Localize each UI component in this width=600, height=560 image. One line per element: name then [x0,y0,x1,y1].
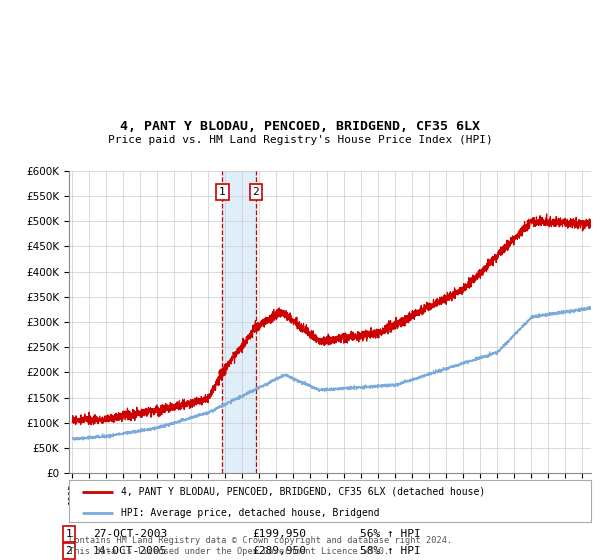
Text: 14-OCT-2005: 14-OCT-2005 [93,546,167,556]
Text: 56% ↑ HPI: 56% ↑ HPI [360,529,421,539]
Text: 2: 2 [65,546,73,556]
Text: Contains HM Land Registry data © Crown copyright and database right 2024.
This d: Contains HM Land Registry data © Crown c… [69,536,452,556]
Text: £289,950: £289,950 [252,546,306,556]
Text: 27-OCT-2003: 27-OCT-2003 [93,529,167,539]
Text: 1: 1 [65,529,73,539]
Text: £199,950: £199,950 [252,529,306,539]
Text: 2: 2 [253,187,259,197]
Text: 4, PANT Y BLODAU, PENCOED, BRIDGEND, CF35 6LX (detached house): 4, PANT Y BLODAU, PENCOED, BRIDGEND, CF3… [121,487,485,497]
Text: HPI: Average price, detached house, Bridgend: HPI: Average price, detached house, Brid… [121,508,380,517]
Text: Price paid vs. HM Land Registry's House Price Index (HPI): Price paid vs. HM Land Registry's House … [107,135,493,145]
Bar [223,171,256,473]
Text: 4, PANT Y BLODAU, PENCOED, BRIDGEND, CF35 6LX: 4, PANT Y BLODAU, PENCOED, BRIDGEND, CF3… [120,119,480,133]
Text: 58% ↑ HPI: 58% ↑ HPI [360,546,421,556]
Text: 1: 1 [219,187,226,197]
